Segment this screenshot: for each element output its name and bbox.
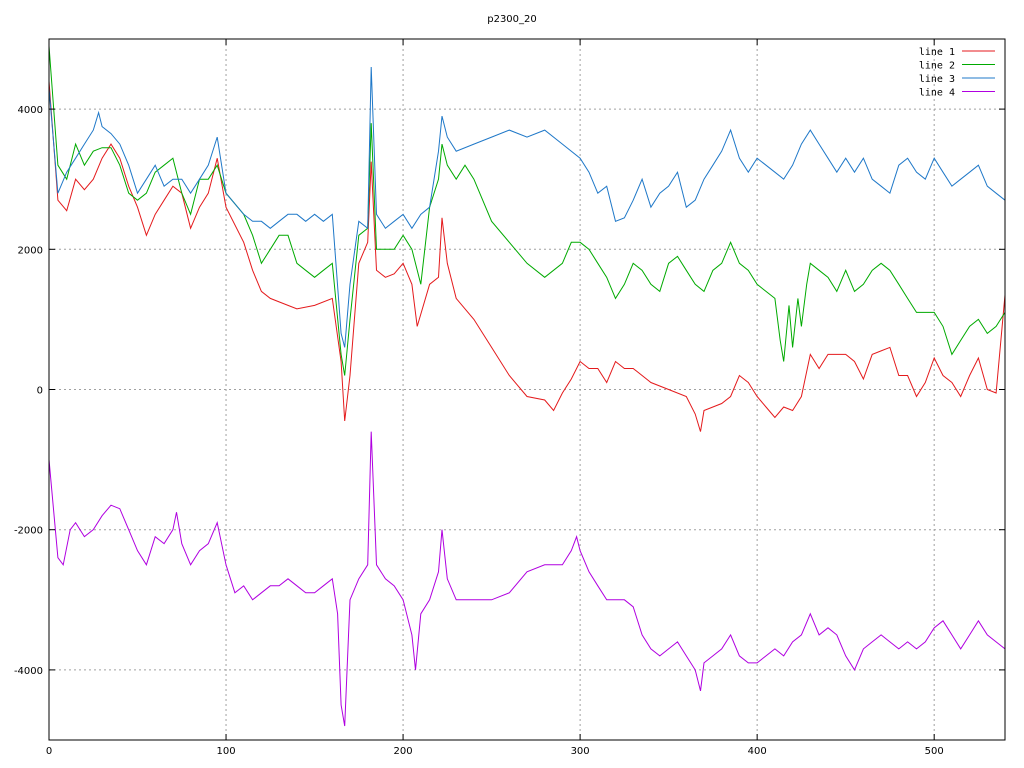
y-tick-label: 2000 <box>18 245 43 256</box>
x-tick-label: 300 <box>571 746 590 757</box>
chart-title: p2300_20 <box>487 14 537 25</box>
legend-label: line 4 <box>919 88 955 99</box>
y-tick-label: 4000 <box>18 105 43 116</box>
legend-label: line 2 <box>919 61 955 72</box>
y-tick-label: 0 <box>37 386 43 397</box>
x-tick-label: 500 <box>925 746 944 757</box>
x-tick-label: 200 <box>394 746 413 757</box>
series-group <box>48 45 1006 727</box>
legend-label: line 1 <box>919 47 955 58</box>
x-tick-label: 100 <box>216 746 235 757</box>
legend: line 1 line 2 line 3 line 4 <box>919 47 995 99</box>
plot-frame <box>48 38 1006 741</box>
grid <box>49 39 1005 740</box>
series-line-3 <box>48 66 1006 348</box>
x-tick-label: 400 <box>748 746 767 757</box>
tick-labels: 0 100 200 300 400 500 -4000 -2000 0 2000 4000 <box>14 39 1005 757</box>
series-line-4 <box>48 431 1006 727</box>
series-line-1 <box>48 81 1006 432</box>
y-tick-label: -2000 <box>14 526 43 537</box>
legend-label: line 3 <box>919 74 955 85</box>
series-line-2 <box>48 45 1006 376</box>
x-tick-label: 0 <box>46 746 52 757</box>
y-tick-label: -4000 <box>14 666 43 677</box>
